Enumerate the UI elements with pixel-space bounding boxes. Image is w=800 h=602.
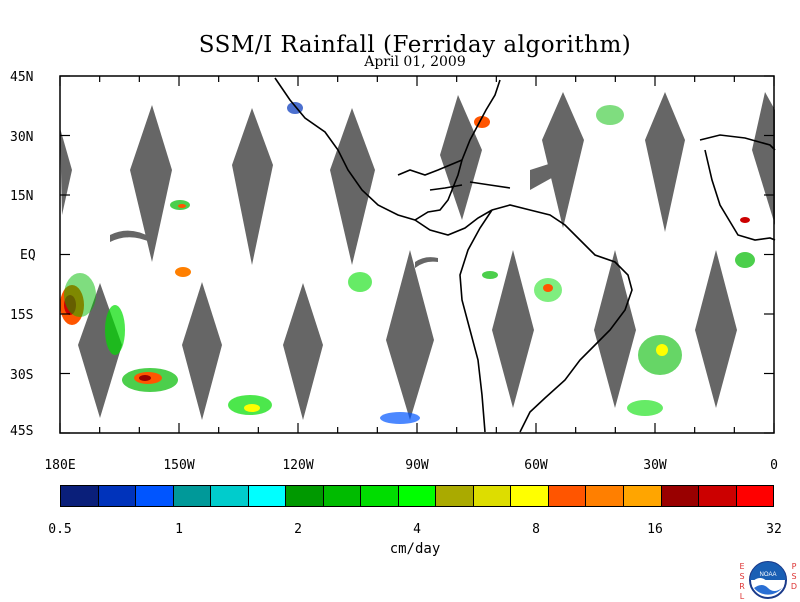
lon-label-0: 0 bbox=[770, 458, 778, 473]
rain-cell bbox=[175, 267, 191, 277]
swath-gap bbox=[110, 230, 152, 243]
coastline-north-america bbox=[274, 77, 501, 221]
lat-label-15n: 15N bbox=[10, 189, 34, 204]
rain-cell bbox=[380, 412, 420, 424]
colorbar-segment bbox=[548, 486, 587, 506]
colorbar-segment bbox=[736, 486, 774, 506]
rain-cell bbox=[105, 305, 125, 355]
colorbar-label: 1 bbox=[175, 522, 183, 537]
colorbar-label: 2 bbox=[294, 522, 302, 537]
swath-gap bbox=[232, 108, 273, 265]
svg-text:NOAA: NOAA bbox=[759, 572, 776, 578]
swath-gap bbox=[695, 250, 737, 408]
colorbar-label: 8 bbox=[532, 522, 540, 537]
colorbar-segment bbox=[323, 486, 362, 506]
rain-cells bbox=[60, 102, 755, 424]
colorbar-segment bbox=[473, 486, 512, 506]
map-title: SSM/I Rainfall (Ferriday algorithm) bbox=[198, 32, 632, 58]
swath-gap bbox=[542, 92, 584, 228]
rain-cell bbox=[543, 284, 553, 292]
swath-gap bbox=[60, 128, 72, 215]
lat-label-30n: 30N bbox=[10, 130, 34, 145]
colorbar bbox=[60, 485, 774, 507]
swath-gap bbox=[415, 257, 438, 268]
colorbar-segment bbox=[286, 486, 324, 506]
colorbar-segment bbox=[248, 486, 287, 506]
colorbar-segment bbox=[136, 486, 174, 506]
coastline-central-america bbox=[414, 209, 493, 236]
rain-cell bbox=[482, 271, 498, 279]
colorbar-segment bbox=[511, 486, 549, 506]
coastline-south-america bbox=[459, 204, 633, 433]
swath-gap bbox=[283, 283, 323, 420]
rain-cell bbox=[139, 375, 151, 381]
coastline-caribbean bbox=[429, 181, 511, 191]
lat-label-30s: 30S bbox=[10, 368, 34, 383]
colorbar-label: 32 bbox=[766, 522, 782, 537]
rain-cell bbox=[178, 204, 186, 208]
swath-gap bbox=[492, 250, 534, 408]
rain-cell bbox=[740, 217, 750, 223]
colorbar-segment bbox=[98, 486, 137, 506]
colorbar-segment bbox=[661, 486, 700, 506]
colorbar-segment bbox=[586, 486, 624, 506]
swath-gap bbox=[182, 282, 222, 420]
swath-gap bbox=[130, 105, 172, 262]
lat-label-45s: 45S bbox=[10, 424, 34, 439]
colorbar-segment bbox=[361, 486, 399, 506]
coastlines bbox=[274, 77, 776, 433]
colorbar-segment bbox=[211, 486, 249, 506]
coastline-africa bbox=[699, 134, 776, 241]
rain-cell bbox=[596, 105, 624, 125]
axis-ticks bbox=[59, 75, 775, 434]
rain-cell bbox=[735, 252, 755, 268]
swath-gap bbox=[530, 162, 557, 190]
colorbar-label: 16 bbox=[647, 522, 663, 537]
swath-gap bbox=[386, 250, 434, 420]
noaa-emblem-icon: NOAA bbox=[749, 561, 787, 599]
lon-label-60w: 60W bbox=[524, 458, 548, 473]
swath-gap bbox=[752, 92, 775, 225]
lat-label-45n: 45N bbox=[10, 70, 34, 85]
colorbar-segment bbox=[398, 486, 437, 506]
lon-label-150w: 150W bbox=[163, 458, 195, 473]
rain-cell bbox=[656, 344, 668, 356]
colorbar-units: cm/day bbox=[389, 541, 441, 557]
lon-label-180e: 180E bbox=[44, 458, 76, 473]
colorbar-label: 0.5 bbox=[48, 522, 72, 537]
colorbar-label: 4 bbox=[413, 522, 421, 537]
swath-gap bbox=[594, 250, 636, 408]
colorbar-segment bbox=[699, 486, 737, 506]
colorbar-segment bbox=[623, 486, 662, 506]
lat-label-15s: 15S bbox=[10, 308, 34, 323]
rain-cell bbox=[64, 273, 96, 317]
lon-label-30w: 30W bbox=[643, 458, 667, 473]
colorbar-segment bbox=[173, 486, 212, 506]
swath-gap bbox=[440, 95, 482, 220]
map-date: April 01, 2009 bbox=[364, 54, 466, 70]
lon-label-90w: 90W bbox=[405, 458, 429, 473]
rain-cell bbox=[627, 400, 663, 416]
swath-gap bbox=[330, 108, 375, 265]
colorbar-segment bbox=[436, 486, 474, 506]
swath-gap bbox=[645, 92, 685, 232]
lat-label-eq: EQ bbox=[20, 248, 36, 263]
lon-label-120w: 120W bbox=[282, 458, 314, 473]
rain-cell bbox=[244, 404, 260, 412]
rain-cell bbox=[348, 272, 372, 292]
colorbar-segment bbox=[61, 486, 99, 506]
coastline-gulf bbox=[397, 159, 463, 176]
